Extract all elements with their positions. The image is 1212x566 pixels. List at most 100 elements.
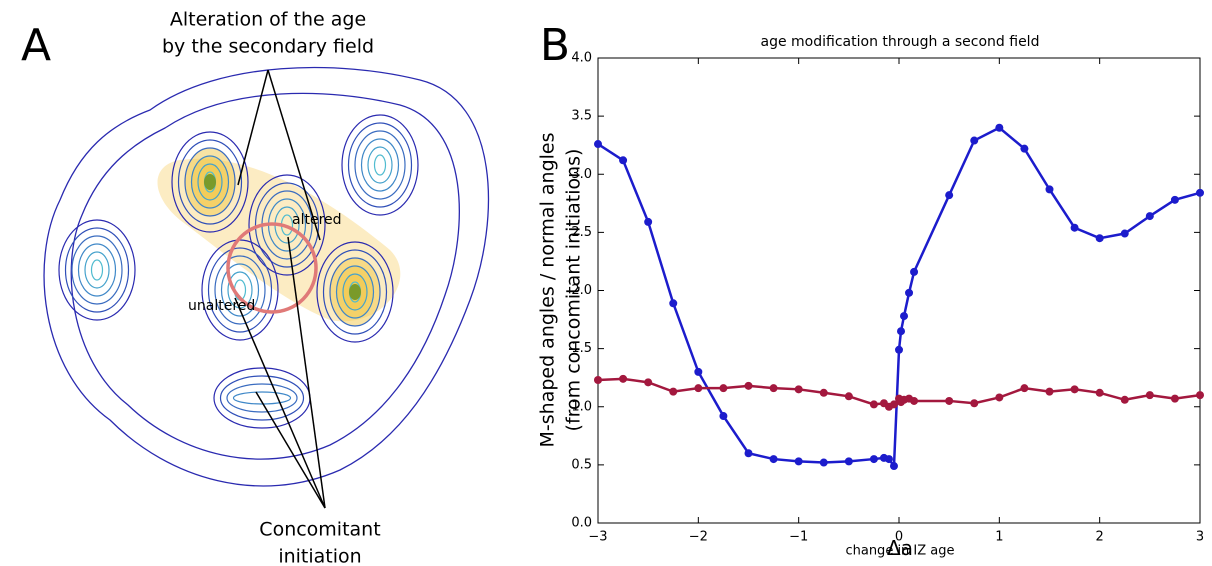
data-point xyxy=(970,399,979,408)
data-point xyxy=(644,378,653,387)
data-point xyxy=(719,384,728,393)
contour xyxy=(90,259,104,281)
contour xyxy=(77,243,117,297)
x-tick-label: −3 xyxy=(588,530,607,545)
panel-a: A Alteration of the age by the secondary… xyxy=(21,9,490,566)
data-point xyxy=(794,457,803,466)
contour xyxy=(354,130,406,200)
contours xyxy=(58,114,419,429)
data-point xyxy=(869,400,878,409)
data-point xyxy=(1196,391,1204,400)
data-point xyxy=(744,381,753,390)
data-point xyxy=(694,367,703,376)
x-tick-label: 2 xyxy=(1096,530,1104,545)
data-point xyxy=(1120,395,1129,404)
x-axis-label: change in IZ age xyxy=(845,544,954,559)
data-point xyxy=(1170,195,1179,204)
contour xyxy=(347,122,413,208)
data-point xyxy=(844,457,853,466)
plot-frame xyxy=(597,57,1201,524)
data-point xyxy=(910,267,919,276)
data-point xyxy=(1020,144,1029,153)
pointer xyxy=(237,69,269,186)
data-point xyxy=(769,384,778,393)
contour xyxy=(84,251,110,289)
y-tick-label: 3.0 xyxy=(571,167,592,182)
contour xyxy=(64,227,130,313)
data-point xyxy=(970,136,979,145)
data-point xyxy=(694,384,703,393)
y-axis-label: M-shaped angles / normal angles xyxy=(537,132,559,447)
y-tick-label: 3.5 xyxy=(571,109,592,124)
data-point xyxy=(1095,234,1104,243)
peak xyxy=(349,284,361,300)
chart-title: age modification through a second field xyxy=(761,34,1040,50)
data-point xyxy=(669,299,678,308)
data-point xyxy=(1196,188,1204,197)
data-point xyxy=(995,393,1004,402)
data-point xyxy=(669,387,678,396)
y-tick-label: 2.5 xyxy=(571,225,592,240)
x-tick-label: 3 xyxy=(1196,530,1204,545)
data-point xyxy=(889,400,898,409)
contour xyxy=(220,263,260,317)
annotation: altered xyxy=(292,212,342,228)
note: Alteration of the age xyxy=(170,9,366,31)
panel-label: B xyxy=(540,20,570,71)
data-point xyxy=(945,191,954,200)
pointer xyxy=(267,69,321,241)
contour xyxy=(171,131,249,233)
data-point xyxy=(1145,212,1154,221)
note: Concomitant xyxy=(259,519,380,541)
pointer xyxy=(255,391,326,509)
data-point xyxy=(1145,391,1154,400)
data-point xyxy=(910,396,919,405)
contour xyxy=(71,235,123,305)
data-point xyxy=(744,449,753,458)
data-point xyxy=(1095,388,1104,397)
data-point xyxy=(594,376,602,385)
x-tick-label: 1 xyxy=(995,530,1003,545)
note: initiation xyxy=(278,546,361,566)
y-tick-label: 1.0 xyxy=(571,399,592,414)
series-line xyxy=(597,126,1201,470)
data-point xyxy=(844,392,853,401)
data-point xyxy=(995,123,1004,132)
data-point xyxy=(1020,384,1029,393)
data-point xyxy=(945,396,954,405)
panel-b: B age modification through a second fiel… xyxy=(537,20,1205,560)
x-tick-label: −1 xyxy=(789,530,808,545)
data-point xyxy=(1170,394,1179,403)
contour xyxy=(248,174,326,276)
data-point xyxy=(794,385,803,394)
data-point xyxy=(1070,385,1079,394)
data-point xyxy=(889,462,898,471)
x-tick-label: −2 xyxy=(689,530,708,545)
pointer xyxy=(287,236,326,509)
data-point xyxy=(869,455,878,464)
data-point xyxy=(619,156,628,165)
data-point xyxy=(644,217,653,226)
note: by the secondary field xyxy=(162,36,374,58)
contour xyxy=(232,391,292,405)
data-point xyxy=(819,388,828,397)
contour xyxy=(322,249,388,335)
data-point xyxy=(1070,223,1079,232)
x-tick-label: 0 xyxy=(895,530,903,545)
data-point xyxy=(905,288,914,297)
annotation: unaltered xyxy=(188,298,255,314)
data-point xyxy=(1120,229,1129,238)
data-point xyxy=(900,312,909,321)
contour-outer xyxy=(70,92,460,460)
secondary-field xyxy=(226,222,318,314)
data-point xyxy=(819,458,828,467)
contour-outer xyxy=(43,66,490,487)
contour xyxy=(207,247,273,333)
y-tick-label: 2.0 xyxy=(571,283,592,298)
data-point xyxy=(895,345,903,354)
data-point xyxy=(719,412,728,421)
data-point xyxy=(619,374,628,383)
y-tick-label: 4.0 xyxy=(571,51,592,66)
data-point xyxy=(769,455,778,464)
